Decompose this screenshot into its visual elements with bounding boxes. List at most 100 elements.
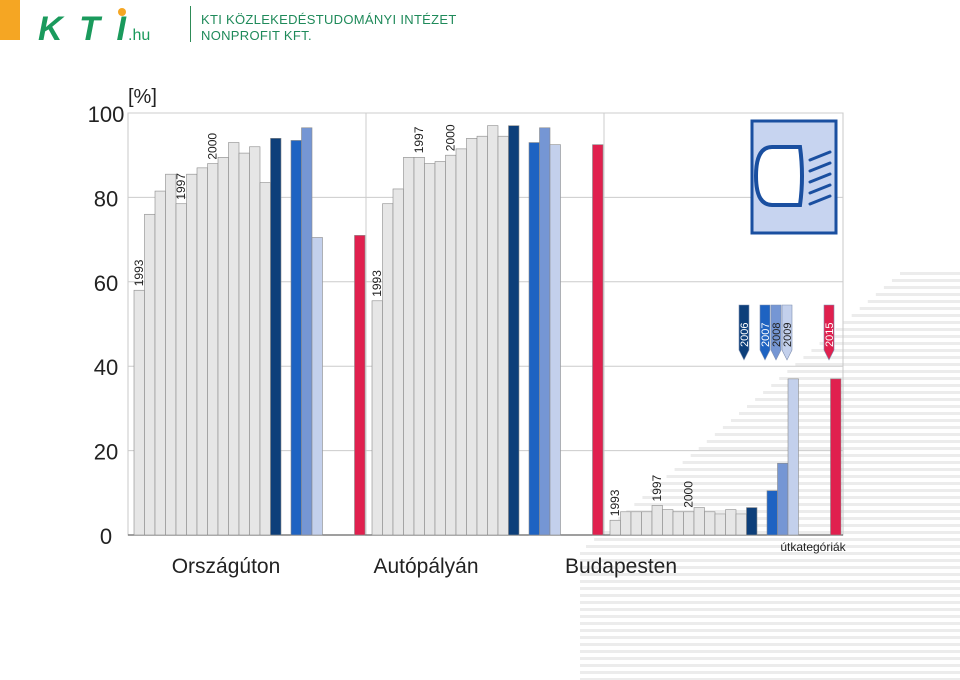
legend-marker-2015 xyxy=(823,304,835,361)
background-stripe xyxy=(580,566,960,569)
background-stripe xyxy=(867,300,960,303)
header-divider xyxy=(190,6,191,42)
year-label: 2000 xyxy=(444,124,458,151)
year-label: 2000 xyxy=(206,133,220,160)
bar-budapesten-2009 xyxy=(787,378,799,536)
background-stripe xyxy=(827,335,960,338)
background-stripe xyxy=(771,384,960,387)
headlight-beam-line xyxy=(808,183,832,195)
bar-országúton-2002 xyxy=(228,142,240,536)
bar-budapesten-1999 xyxy=(672,511,684,536)
bar-országúton-1996 xyxy=(165,173,177,536)
bar-budapesten-2002 xyxy=(704,511,716,536)
background-stripe xyxy=(811,349,960,352)
bar-autópályán-1998 xyxy=(424,163,436,536)
bar-budapesten-1998 xyxy=(662,509,674,536)
bar-autópályán-1997 xyxy=(413,157,425,536)
background-stripe xyxy=(580,594,960,597)
bar-országúton-2007 xyxy=(290,140,302,536)
logo-dot xyxy=(118,8,126,16)
bar-országúton-2008 xyxy=(301,127,313,536)
y-tick-label: 20 xyxy=(94,440,118,465)
legend-label-2009: 2009 xyxy=(782,323,794,347)
bar-országúton-2000 xyxy=(207,163,219,536)
headlight-beam-line xyxy=(808,161,832,173)
kti-logo: KTI .hu xyxy=(38,8,150,46)
legend-marker-2008 xyxy=(770,304,782,361)
bar-autópályán-2001 xyxy=(455,148,467,536)
legend-marker-2007 xyxy=(759,304,771,361)
year-label: 2000 xyxy=(682,481,696,508)
background-stripe xyxy=(580,636,960,639)
background-stripe xyxy=(698,447,960,450)
background-stripe xyxy=(843,321,960,324)
year-label: 1997 xyxy=(174,173,188,200)
chart-legend: 2006 2007 2008 2009 2015 xyxy=(738,304,836,361)
bar-budapesten-1996 xyxy=(641,511,653,536)
year-label: 1993 xyxy=(132,259,146,286)
y-tick-label: 80 xyxy=(94,186,118,211)
year-label: 1997 xyxy=(650,474,664,501)
bar-budapesten-2004 xyxy=(725,509,737,536)
background-stripe xyxy=(787,370,960,373)
bar-autópályán-1999 xyxy=(434,161,446,536)
bar-országúton-2005 xyxy=(259,182,271,536)
org-name: KTI KÖZLEKEDÉSTUDOMÁNYI INTÉZET NONPROFI… xyxy=(201,12,457,44)
background-stripe xyxy=(594,538,960,541)
bar-országúton-2001 xyxy=(217,157,229,536)
background-stripe xyxy=(650,489,960,492)
y-axis-label: [%] xyxy=(128,86,157,108)
background-stripe xyxy=(658,482,960,485)
org-name-line2: NONPROFIT KFT. xyxy=(201,28,312,43)
bar-budapesten-2003 xyxy=(714,513,726,536)
background-stripe xyxy=(674,468,960,471)
bar-országúton-1999 xyxy=(196,167,208,536)
bar-budapesten-2008 xyxy=(777,462,789,536)
legend-label-2015: 2015 xyxy=(824,323,836,347)
bar-budapesten-2006 xyxy=(746,507,758,536)
background-stripe xyxy=(580,608,960,611)
year-label: 1997 xyxy=(412,126,426,153)
bar-budapesten-2007 xyxy=(766,490,778,536)
background-stripe xyxy=(819,342,960,345)
headlight-beam-line xyxy=(808,150,832,162)
headlight-icon-box xyxy=(750,119,838,235)
background-stripe xyxy=(779,377,960,380)
year-label: 1993 xyxy=(370,270,384,297)
legend-label-2008: 2008 xyxy=(771,323,783,347)
background-stripe xyxy=(891,279,960,282)
background-stripe xyxy=(580,552,960,555)
bar-országúton-1993 xyxy=(133,289,145,536)
bar-országúton-1997 xyxy=(175,203,187,536)
bar-autópályán-1993 xyxy=(371,300,383,536)
background-stripe xyxy=(580,601,960,604)
background-stripe xyxy=(803,356,960,359)
bar-budapesten-1995 xyxy=(630,511,642,536)
background-stripe xyxy=(580,580,960,583)
annotation-label: útkategóriák xyxy=(780,540,846,554)
bar-autópályán-2004 xyxy=(487,125,499,536)
background-stripe xyxy=(580,559,960,562)
category-label: Budapesten xyxy=(565,555,677,578)
headlight-beam-line xyxy=(808,172,832,184)
background-stripe xyxy=(580,622,960,625)
chart-labels: 0 20 40 60 80 100[%] 1993 1997 2000 Országúton 199… xyxy=(88,86,847,578)
background-stripe xyxy=(682,461,960,464)
bar-budapesten-2001 xyxy=(693,507,705,536)
background-stripe xyxy=(747,405,960,408)
background-stripe xyxy=(690,454,960,457)
background-stripe xyxy=(580,587,960,590)
bar-budapesten-2000 xyxy=(683,511,695,536)
bar-autópályán-2005 xyxy=(497,135,509,536)
background-stripe xyxy=(580,573,960,576)
bar-autópályán-2002 xyxy=(466,138,478,536)
background-stripe xyxy=(795,363,960,366)
bar-autópályán-1996 xyxy=(403,157,415,536)
legend-label-2007: 2007 xyxy=(760,323,772,347)
background-stripe xyxy=(739,412,960,415)
bar-autópályán-2003 xyxy=(476,135,488,536)
background-stripe xyxy=(835,328,960,331)
bar-országúton-2004 xyxy=(249,146,261,536)
background-stripe xyxy=(580,664,960,667)
category-label: Autópályán xyxy=(373,555,478,578)
